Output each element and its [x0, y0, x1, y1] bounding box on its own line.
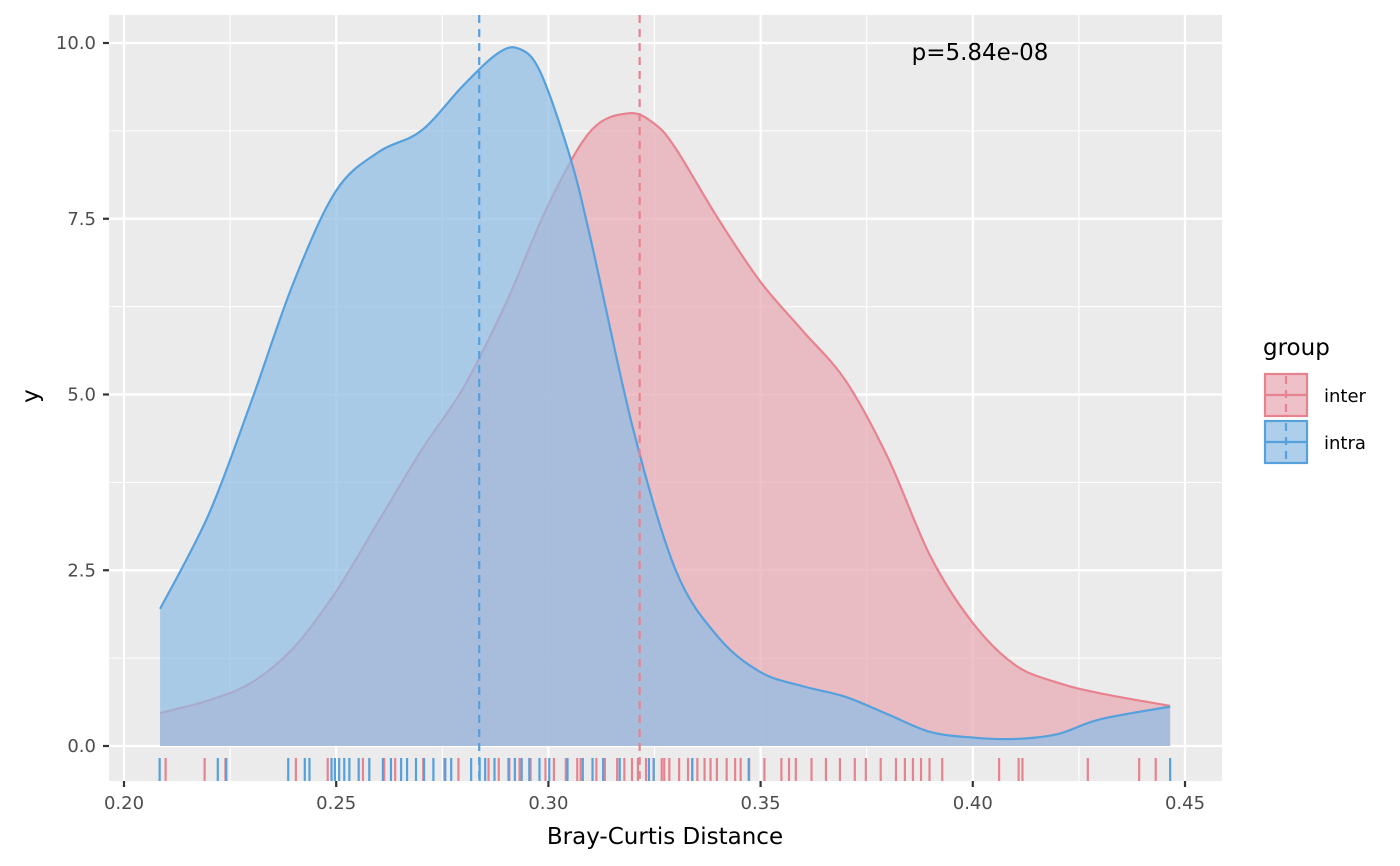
legend-title: group — [1263, 335, 1330, 361]
density-areas — [159, 46, 1171, 747]
x-tick-label: 0.25 — [316, 793, 356, 814]
x-axis: 0.20 0.25 0.30 0.35 0.40 0.45 — [104, 781, 1205, 814]
legend-label-inter: inter — [1324, 386, 1367, 407]
density-area-intra — [160, 47, 1171, 747]
legend: group inter intra — [1263, 335, 1367, 465]
legend-label-intra: intra — [1324, 433, 1366, 454]
x-tick-label: 0.45 — [1165, 793, 1205, 814]
x-tick-label: 0.20 — [104, 793, 144, 814]
x-tick-label: 0.35 — [741, 793, 781, 814]
density-line-intra — [159, 46, 1171, 741]
y-axis: 0.0 2.5 5.0 7.5 10.0 — [56, 33, 109, 757]
y-tick-label: 2.5 — [67, 560, 96, 581]
y-tick-label: 7.5 — [67, 209, 96, 230]
y-axis-title: y — [18, 389, 44, 403]
x-axis-title: Bray-Curtis Distance — [547, 824, 783, 850]
rug-marks — [158, 758, 1172, 781]
x-tick-label: 0.30 — [528, 793, 568, 814]
x-tick-label: 0.40 — [953, 793, 993, 814]
mean-lines — [478, 15, 641, 781]
y-tick-label: 0.0 — [67, 736, 96, 757]
p-value-annotation: p=5.84e-08 — [912, 40, 1049, 66]
y-tick-label: 5.0 — [67, 385, 96, 406]
y-tick-label: 10.0 — [56, 33, 96, 54]
